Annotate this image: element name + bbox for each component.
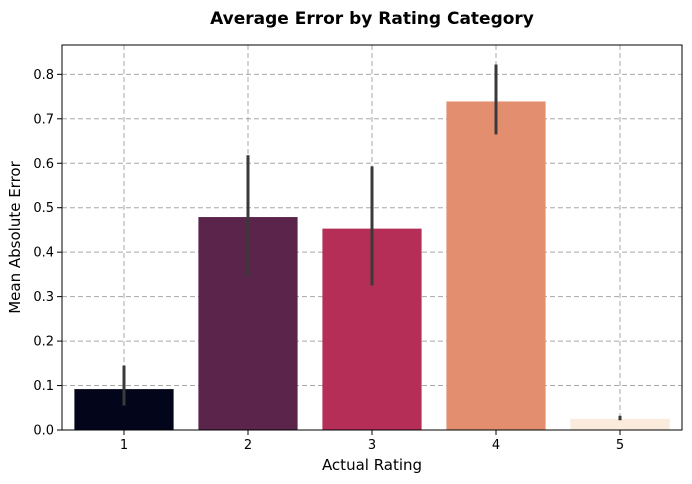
- y-tick-label: 0.2: [33, 335, 54, 350]
- bar-4: [446, 101, 546, 430]
- y-tick-label: 0.4: [33, 246, 54, 261]
- y-tick-label: 0.6: [33, 157, 54, 172]
- bar-5: [570, 418, 670, 430]
- y-tick-label: 0.3: [33, 290, 54, 305]
- y-tick-label: 0.5: [33, 201, 54, 216]
- y-tick-label: 0.1: [33, 379, 54, 394]
- x-axis-label: Actual Rating: [322, 456, 422, 474]
- x-tick-label: 1: [120, 438, 128, 453]
- x-tick-label: 2: [244, 438, 252, 453]
- error-bars: [122, 64, 622, 421]
- y-tick-label: 0.0: [33, 424, 54, 439]
- x-tick-label: 5: [616, 438, 624, 453]
- bars: [74, 101, 670, 430]
- y-tick-label: 0.7: [33, 112, 54, 127]
- x-tick-label: 3: [368, 438, 376, 453]
- chart-title: Average Error by Rating Category: [210, 9, 534, 29]
- y-tick-label: 0.8: [33, 68, 54, 83]
- x-axis-ticks: 1 2 3 4 5: [120, 430, 624, 453]
- y-axis-ticks: 0.0 0.1 0.2 0.3 0.4 0.5 0.6 0.7 0.8: [33, 68, 62, 439]
- y-axis-label: Mean Absolute Error: [6, 160, 24, 313]
- x-tick-label: 4: [492, 438, 500, 453]
